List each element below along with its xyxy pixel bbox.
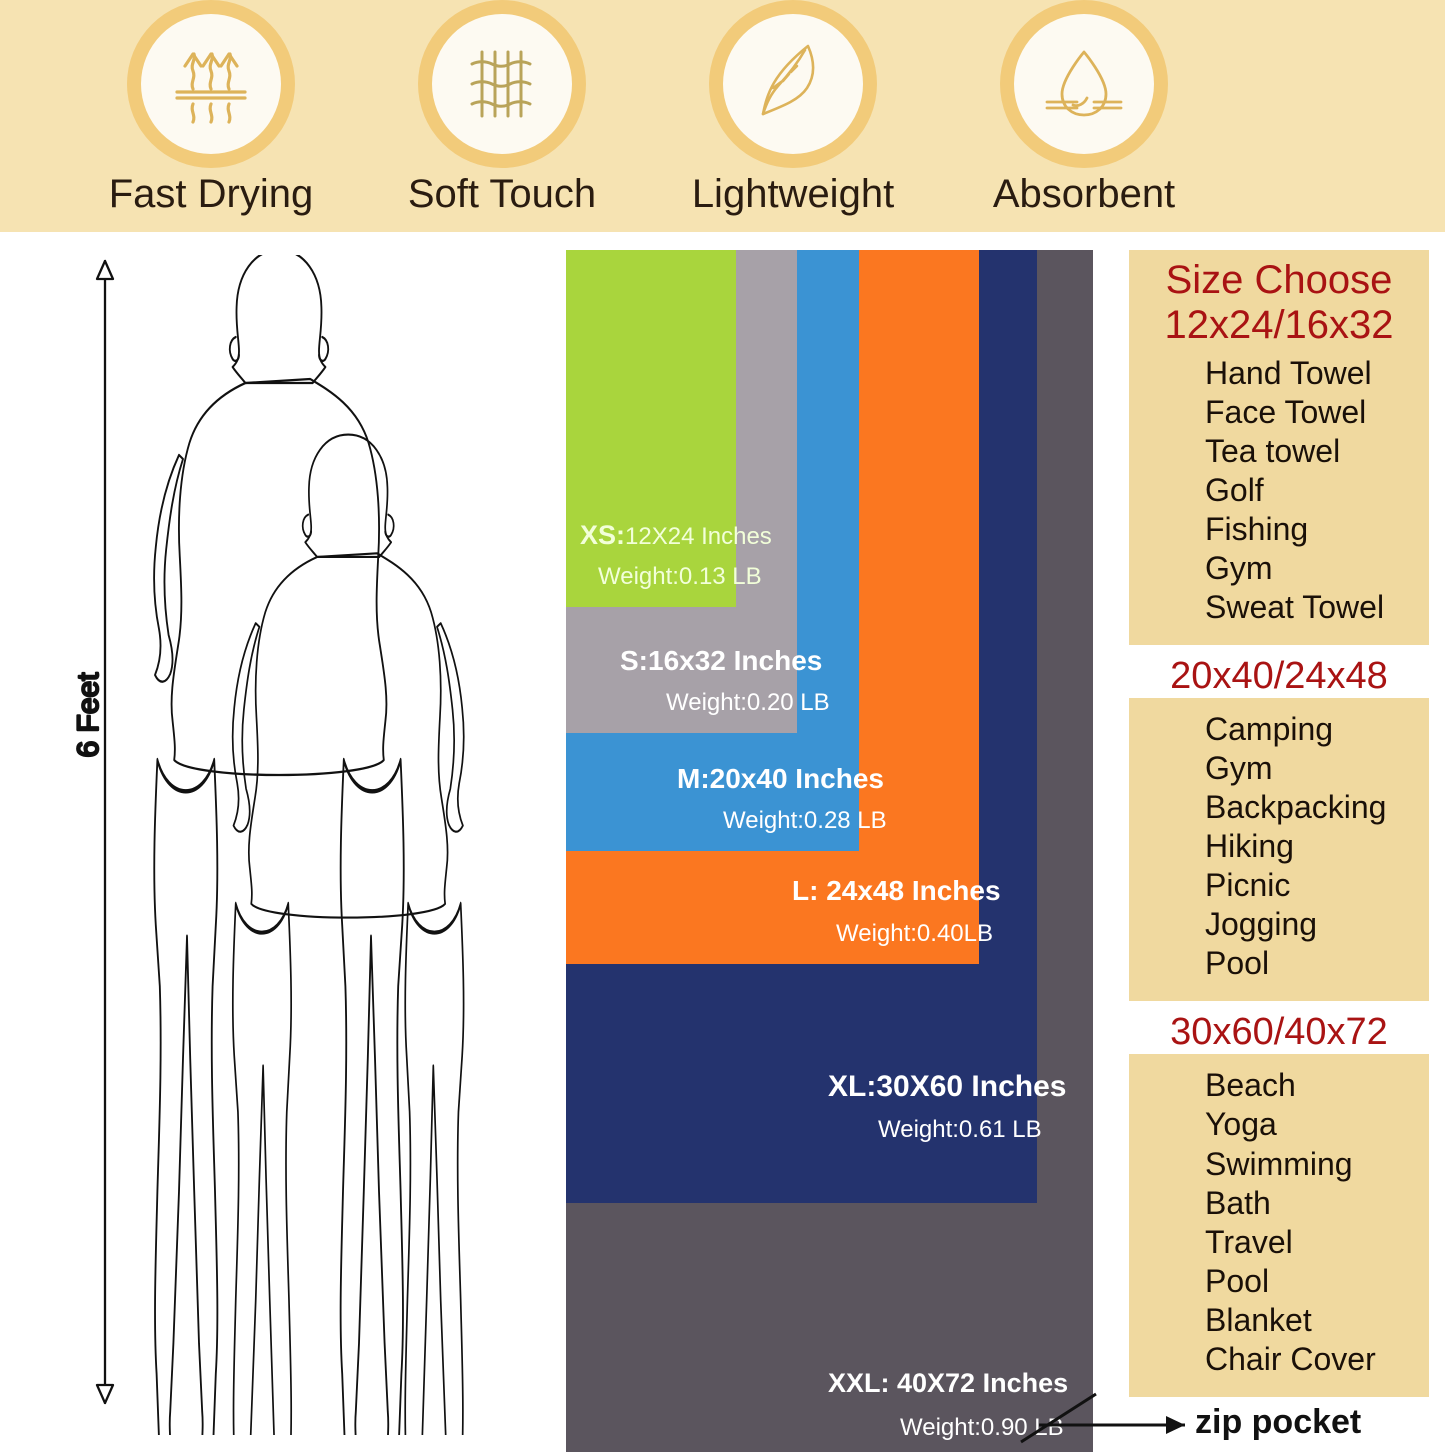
svg-text:6 Feet: 6 Feet — [72, 672, 105, 758]
